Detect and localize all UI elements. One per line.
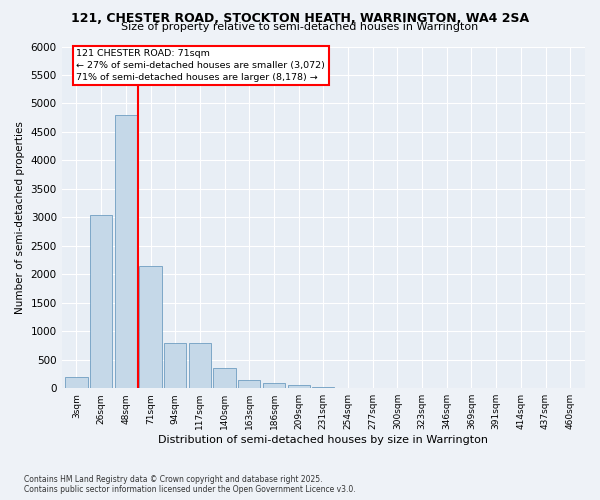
Bar <box>189 342 211 388</box>
Bar <box>287 386 310 388</box>
Bar <box>164 342 187 388</box>
Y-axis label: Number of semi-detached properties: Number of semi-detached properties <box>15 121 25 314</box>
Text: Contains HM Land Registry data © Crown copyright and database right 2025.
Contai: Contains HM Land Registry data © Crown c… <box>24 474 356 494</box>
Bar <box>214 368 236 388</box>
X-axis label: Distribution of semi-detached houses by size in Warrington: Distribution of semi-detached houses by … <box>158 435 488 445</box>
Bar <box>115 115 137 388</box>
Bar <box>65 377 88 388</box>
Bar <box>90 214 112 388</box>
Bar <box>139 266 161 388</box>
Text: Size of property relative to semi-detached houses in Warrington: Size of property relative to semi-detach… <box>121 22 479 32</box>
Text: 121, CHESTER ROAD, STOCKTON HEATH, WARRINGTON, WA4 2SA: 121, CHESTER ROAD, STOCKTON HEATH, WARRI… <box>71 12 529 24</box>
Bar <box>238 380 260 388</box>
Bar <box>312 387 334 388</box>
Text: 121 CHESTER ROAD: 71sqm
← 27% of semi-detached houses are smaller (3,072)
71% of: 121 CHESTER ROAD: 71sqm ← 27% of semi-de… <box>76 50 325 82</box>
Bar <box>263 382 285 388</box>
